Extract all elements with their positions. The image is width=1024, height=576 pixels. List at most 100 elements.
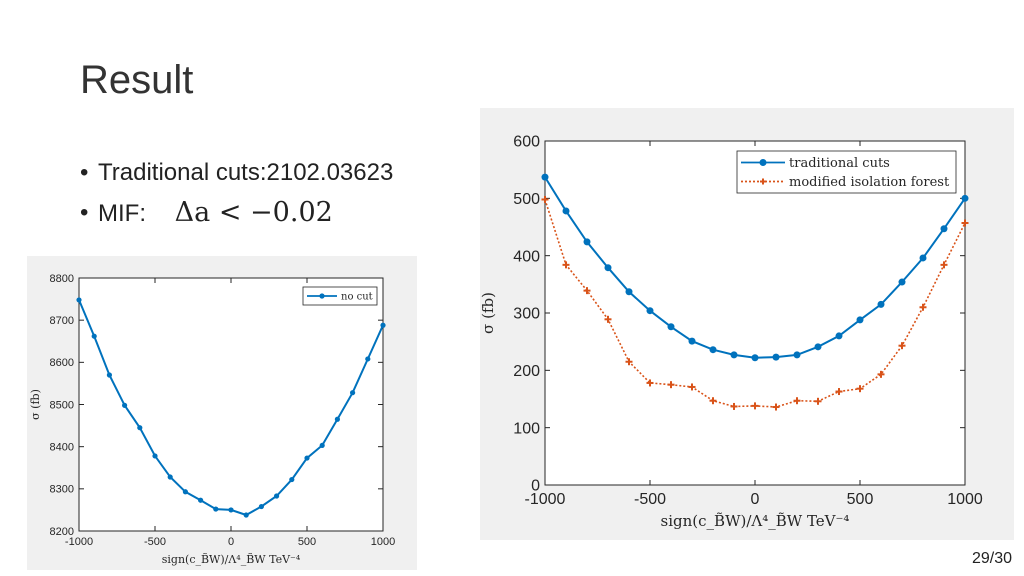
data-point	[91, 333, 97, 339]
y-tick-label: 400	[513, 248, 540, 265]
y-tick-label: 8600	[50, 357, 74, 369]
data-point	[350, 390, 356, 396]
data-point	[304, 455, 310, 461]
legend-label: no cut	[341, 292, 373, 303]
data-point	[380, 322, 386, 328]
data-point	[604, 315, 612, 323]
bullet-list: • Traditional cuts:2102.03623 • MIF: Δa …	[80, 155, 393, 235]
data-point	[793, 397, 801, 405]
data-point	[646, 307, 654, 315]
x-tick-label: -1000	[65, 536, 93, 548]
data-point	[688, 337, 696, 345]
data-point	[772, 403, 780, 411]
data-point	[919, 303, 927, 311]
data-point	[583, 287, 591, 295]
legend-box	[302, 286, 378, 306]
y-tick-label: 8400	[50, 442, 74, 454]
chart-no-cut-svg: -1000 -500 0 500 1000 8200 8300 8400 8500 8600 870…	[29, 273, 395, 566]
data-point	[646, 379, 654, 387]
bullet-traditional-cuts: • Traditional cuts:2102.03623	[80, 155, 393, 195]
data-point	[835, 388, 843, 396]
x-tick-label: -500	[634, 491, 666, 508]
x-tick-label: 1000	[947, 491, 983, 508]
legend-marker	[319, 293, 325, 299]
page-number: 29/30	[971, 550, 1012, 567]
bullet-dot-icon: •	[80, 159, 89, 186]
bullet-text: MIF:	[98, 200, 146, 227]
y-tick-label: 100	[513, 420, 540, 437]
data-point	[877, 370, 885, 378]
y-tick-label: 8300	[50, 484, 74, 496]
data-point	[688, 383, 696, 391]
chart-cut-comparison: -1000 -500 0 500 1000 0 100 200 300 400 500 600 sign…	[479, 108, 1014, 540]
data-point	[856, 316, 864, 324]
data-point	[198, 497, 204, 503]
y-tick-label: 600	[513, 134, 540, 151]
data-point	[730, 402, 738, 410]
y-tick-label: 8500	[50, 399, 74, 411]
data-point	[793, 351, 801, 359]
data-point	[76, 297, 82, 303]
data-point	[562, 261, 570, 269]
data-point	[856, 385, 864, 393]
y-tick-label: 300	[513, 306, 540, 323]
x-axis-label: sign(c_B̃W)/Λ⁴_B̃W TeV⁻⁴	[661, 512, 850, 530]
y-axis-label: σ (fb)	[480, 292, 497, 334]
data-point	[814, 343, 822, 351]
data-point	[562, 207, 570, 215]
x-tick-label: 500	[298, 536, 316, 548]
legend-box	[736, 150, 957, 194]
y-tick-label: 8800	[50, 273, 74, 285]
y-tick-label: 0	[531, 478, 540, 495]
mif-condition: Δa < −0.02	[174, 197, 333, 228]
x-tick-label: -1000	[525, 491, 566, 508]
data-point	[137, 425, 143, 431]
data-point	[940, 261, 948, 269]
chart-cut-comparison-svg: -1000 -500 0 500 1000 0 100 200 300 400 500 600 sign…	[479, 134, 983, 530]
data-point	[961, 194, 969, 202]
data-point	[274, 493, 280, 499]
data-point	[667, 323, 675, 331]
data-point	[541, 195, 549, 203]
data-point	[667, 381, 675, 389]
data-point	[730, 351, 738, 359]
data-point	[751, 402, 759, 410]
chart-no-cut: -1000 -500 0 500 1000 8200 8300 8400 8500 8600 870…	[27, 256, 417, 570]
bullet-text: Traditional cuts:2102.03623	[98, 159, 394, 186]
y-tick-label: 200	[513, 363, 540, 380]
y-tick-label: 8200	[50, 526, 74, 538]
data-point	[228, 507, 234, 513]
data-point	[709, 397, 717, 405]
data-point	[604, 264, 612, 272]
x-tick-label: 500	[847, 491, 874, 508]
data-point	[122, 402, 128, 408]
data-point	[258, 503, 264, 510]
plot-area	[78, 277, 384, 532]
y-axis-label: σ (fb)	[29, 389, 42, 420]
x-tick-label: 0	[228, 536, 234, 548]
data-point	[961, 219, 969, 227]
data-point	[289, 476, 295, 483]
legend-label: traditional cuts	[789, 156, 890, 171]
data-point	[152, 453, 158, 459]
bullet-mif: • MIF: Δa < −0.02	[80, 195, 393, 235]
x-tick-label: 0	[751, 491, 760, 508]
data-point	[334, 416, 340, 422]
data-point	[319, 442, 325, 449]
data-point	[919, 254, 927, 262]
data-point	[877, 300, 885, 308]
data-point	[106, 372, 112, 378]
data-point	[213, 506, 219, 512]
data-point	[835, 332, 843, 340]
data-point	[772, 353, 780, 361]
data-point	[751, 354, 759, 362]
data-point	[583, 238, 591, 246]
data-point	[182, 489, 188, 495]
data-point	[167, 474, 173, 480]
x-tick-label: -500	[144, 536, 166, 548]
y-tick-label: 8700	[50, 315, 74, 327]
legend-marker	[759, 159, 767, 166]
data-point	[365, 356, 371, 362]
x-tick-label: 1000	[371, 536, 395, 548]
data-point	[625, 358, 633, 366]
